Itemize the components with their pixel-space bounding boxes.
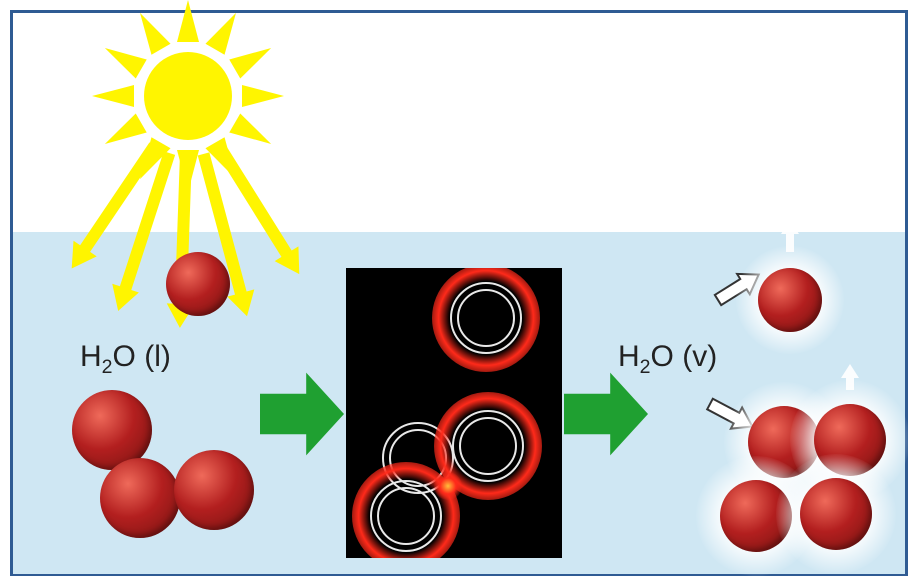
liquid-particle-3 (174, 450, 254, 530)
hot-ring-inner-0 (457, 289, 515, 347)
vapor-particle-4 (800, 478, 872, 550)
hot-spot (434, 472, 462, 500)
label-liquid: H2O (l) (80, 340, 171, 379)
hot-ring-inner-3 (377, 487, 435, 545)
label-vapor: H2O (v) (618, 340, 717, 379)
outlet-arrow-1 (710, 404, 711, 405)
vapor-up-arrow-1 (841, 364, 859, 390)
liquid-particle-2 (100, 458, 180, 538)
vapor-particle-2 (814, 404, 886, 476)
liquid-particle-0 (166, 252, 230, 316)
vapor-particle-1 (748, 406, 820, 478)
hot-ring-inner-2 (459, 417, 517, 475)
process-arrow-1 (564, 368, 648, 460)
diagram-frame: H2O (l) H2O (v) (0, 0, 918, 586)
outlet-arrow-0 (718, 300, 719, 301)
hot-particles-panel (346, 268, 562, 558)
vapor-up-arrow-0 (781, 220, 799, 252)
process-arrow-0 (260, 368, 344, 460)
vapor-particle-3 (720, 480, 792, 552)
vapor-particle-0 (758, 268, 822, 332)
